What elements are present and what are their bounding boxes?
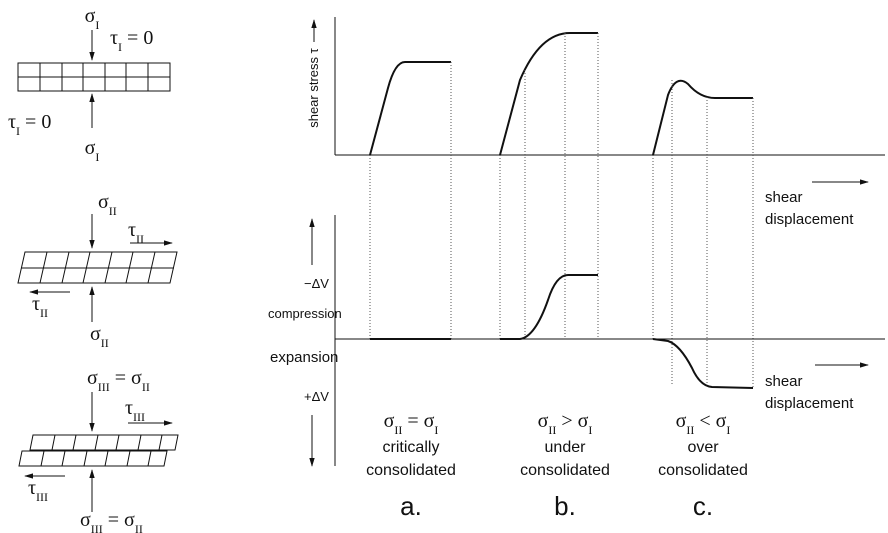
label-part: = σ bbox=[110, 367, 142, 389]
label-part: II bbox=[394, 423, 402, 437]
label-part: τ bbox=[32, 293, 40, 315]
case-letter: c. bbox=[693, 491, 713, 521]
specimen-top bbox=[29, 434, 179, 451]
label: −ΔV bbox=[304, 276, 329, 291]
guide-lines bbox=[369, 33, 754, 388]
label: σIII = σII bbox=[87, 367, 150, 394]
case-letter: a. bbox=[400, 491, 422, 521]
axis-label: shear stress τ bbox=[306, 47, 321, 127]
label-part: III bbox=[91, 522, 103, 533]
label: expansion bbox=[270, 349, 338, 366]
axis-label: shear bbox=[765, 189, 803, 206]
label: σII bbox=[98, 191, 117, 218]
label-part: = σ bbox=[402, 410, 434, 432]
label-part: II bbox=[109, 204, 117, 218]
label: τII bbox=[32, 293, 48, 320]
description: critically bbox=[383, 439, 440, 456]
description: consolidated bbox=[520, 462, 610, 479]
label-part: < σ bbox=[694, 410, 726, 432]
label-part: III bbox=[133, 410, 145, 424]
label: τI = 0 bbox=[8, 111, 51, 138]
label-part: σ bbox=[80, 509, 91, 531]
panel-failed: σIII = σII τIII τIII σIII = σII bbox=[18, 367, 179, 533]
label-part: σ bbox=[87, 367, 98, 389]
label-part: I bbox=[118, 40, 122, 54]
curve-b bbox=[500, 274, 598, 340]
shear-stress-plot: shear stress τ shear displacement bbox=[306, 17, 885, 228]
label-part: I bbox=[16, 124, 20, 138]
label: compression bbox=[268, 306, 342, 321]
description: over bbox=[687, 439, 719, 456]
grid bbox=[40, 450, 152, 467]
label-part: = σ bbox=[103, 509, 135, 531]
grid bbox=[18, 63, 170, 91]
specimen-bottom bbox=[18, 450, 168, 467]
label: +ΔV bbox=[304, 389, 329, 404]
label-part: III bbox=[98, 380, 110, 394]
label: τIII bbox=[28, 477, 48, 504]
label-part: τ bbox=[28, 477, 36, 499]
description: consolidated bbox=[658, 462, 748, 479]
grid bbox=[21, 251, 174, 284]
label-part: σ bbox=[98, 191, 109, 213]
description: under bbox=[545, 439, 587, 456]
label-part: II bbox=[101, 336, 109, 350]
label-part: σ bbox=[538, 410, 549, 432]
label-part: σ bbox=[676, 410, 687, 432]
case-letter: b. bbox=[554, 491, 576, 521]
label: τI = 0 bbox=[110, 27, 153, 54]
label-part: I bbox=[588, 423, 592, 437]
label-part: II bbox=[40, 306, 48, 320]
label: σI bbox=[85, 5, 100, 32]
curve-c bbox=[652, 338, 754, 389]
label-part: I bbox=[726, 423, 730, 437]
label: τIII bbox=[125, 397, 145, 424]
label-part: I bbox=[95, 150, 99, 164]
label-part: II bbox=[142, 380, 150, 394]
relation: σII > σI bbox=[538, 410, 593, 437]
label-part: I bbox=[95, 18, 99, 32]
curve-c bbox=[652, 79, 753, 156]
label-part: II bbox=[686, 423, 694, 437]
label-part: II bbox=[136, 232, 144, 246]
label-part: τ bbox=[125, 397, 133, 419]
label-part: III bbox=[36, 490, 48, 504]
axis-label: shear bbox=[765, 373, 803, 390]
label-part: σ bbox=[384, 410, 395, 432]
label-part: = 0 bbox=[122, 27, 153, 49]
label-part: τ bbox=[8, 111, 16, 133]
label-part: σ bbox=[85, 5, 96, 27]
specimen bbox=[17, 251, 178, 284]
relation: σII < σI bbox=[676, 410, 731, 437]
label-part: I bbox=[434, 423, 438, 437]
label-part: = 0 bbox=[20, 111, 51, 133]
label: σI bbox=[85, 137, 100, 164]
label: σIII = σII bbox=[80, 509, 143, 533]
label-part: II bbox=[135, 522, 143, 533]
panel-unsheared: σI τI = 0 τI = 0 σI bbox=[8, 5, 171, 164]
label-part: II bbox=[548, 423, 556, 437]
grid bbox=[51, 434, 163, 451]
axis-label: displacement bbox=[765, 211, 854, 228]
label: τII bbox=[128, 219, 144, 246]
label-part: τ bbox=[128, 219, 136, 241]
volume-change-plot: −ΔV compression expansion +ΔV shear disp… bbox=[268, 215, 885, 467]
label-part: > σ bbox=[556, 410, 588, 432]
panel-sheared: σII τII τII σII bbox=[17, 191, 178, 350]
curve-a bbox=[369, 61, 451, 156]
relation: σII = σI bbox=[384, 410, 439, 437]
label: σII bbox=[90, 323, 109, 350]
description: consolidated bbox=[366, 462, 456, 479]
curve-b bbox=[499, 32, 598, 156]
label-part: σ bbox=[85, 137, 96, 159]
label-part: τ bbox=[110, 27, 118, 49]
axis-label: displacement bbox=[765, 395, 854, 412]
label-part: σ bbox=[90, 323, 101, 345]
